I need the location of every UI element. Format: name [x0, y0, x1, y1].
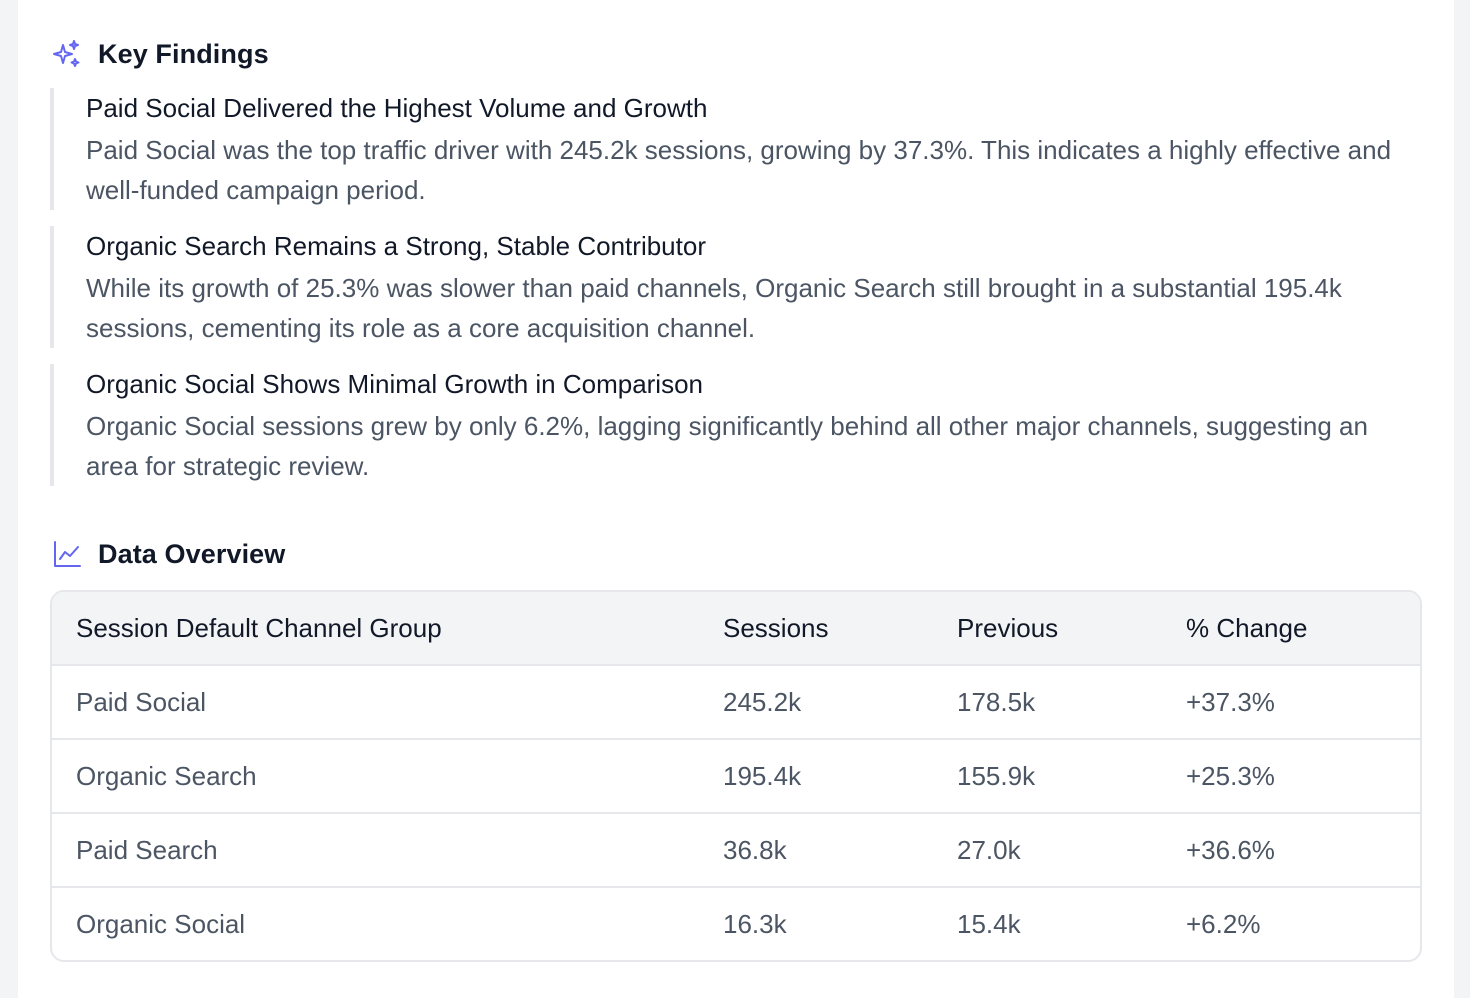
cell-sessions: 36.8k	[699, 813, 933, 888]
finding-title: Organic Social Shows Minimal Growth in C…	[86, 369, 704, 399]
cell-previous: 15.4k	[957, 908, 1021, 939]
sparkles-icon	[52, 39, 82, 69]
line-chart-icon	[52, 539, 82, 569]
cell-sessions: 245.2k	[699, 665, 933, 740]
finding-item: Organic Social Shows Minimal Growth in C…	[50, 364, 1420, 486]
finding-body: Organic Social sessions grew by only 6.2…	[86, 411, 1368, 481]
data-overview-header: Data Overview	[52, 538, 285, 570]
cell-previous: 178.5k	[933, 665, 1162, 740]
cell-change: +37.3%	[1162, 665, 1420, 740]
cell-channel: Paid Social	[52, 665, 699, 740]
cell-sessions: 195.4k	[699, 739, 933, 814]
cell-change: +36.6%	[1162, 813, 1420, 888]
key-findings-title: Key Findings	[98, 38, 269, 69]
finding-body: Paid Social was the top traffic driver w…	[86, 135, 1392, 205]
table-row: Organic Social 16.3k 15.4k +6.2%	[52, 887, 1420, 960]
column-header-sessions[interactable]: Sessions	[699, 592, 933, 666]
column-header-channel[interactable]: Session Default Channel Group	[52, 592, 699, 666]
cell-previous: 155.9k	[933, 739, 1162, 814]
table-row: Organic Search 195.4k 155.9k +25.3%	[52, 739, 1420, 814]
table-header-row: Session Default Channel Group Sessions P…	[52, 592, 1420, 666]
cell-previous: 27.0k	[933, 813, 1162, 888]
finding-item: Paid Social Delivered the Highest Volume…	[50, 88, 1420, 210]
column-header-previous[interactable]: Previous	[933, 592, 1162, 666]
cell-channel: Organic Social	[76, 908, 246, 939]
cell-change: +25.3%	[1162, 739, 1420, 814]
finding-item: Organic Search Remains a Strong, Stable …	[50, 226, 1420, 348]
finding-title: Paid Social Delivered the Highest Volume…	[86, 93, 708, 123]
table-row: Paid Social 245.2k 178.5k +37.3%	[52, 665, 1420, 740]
cell-channel: Paid Search	[52, 813, 699, 888]
findings-list: Paid Social Delivered the Highest Volume…	[50, 88, 1420, 502]
cell-channel: Organic Search	[52, 739, 699, 814]
column-header-change[interactable]: % Change	[1162, 592, 1420, 666]
data-table: Session Default Channel Group Sessions P…	[50, 590, 1422, 962]
data-overview-title: Data Overview	[98, 538, 286, 569]
insights-card: Key Findings Paid Social Delivered the H…	[18, 0, 1454, 998]
finding-title: Organic Search Remains a Strong, Stable …	[86, 231, 706, 261]
finding-body: While its growth of 25.3% was slower tha…	[86, 273, 1342, 343]
table-row: Paid Search 36.8k 27.0k +36.6%	[52, 813, 1420, 888]
key-findings-header: Key Findings	[52, 38, 269, 70]
cell-sessions: 16.3k	[723, 908, 787, 939]
cell-change: +6.2%	[1186, 908, 1261, 939]
